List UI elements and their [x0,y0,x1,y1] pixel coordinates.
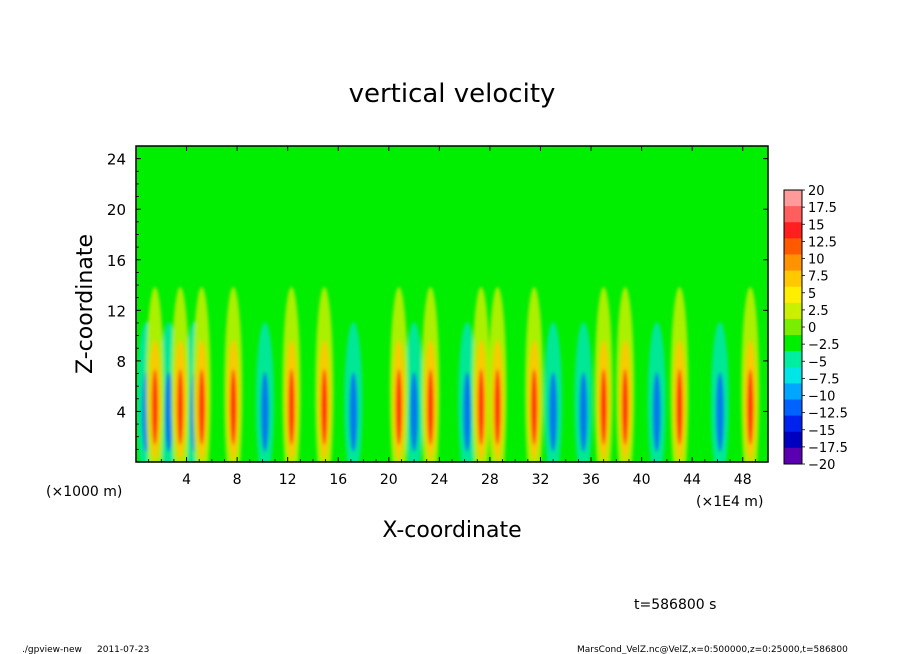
y-axis-label: Z-coordinate [73,234,98,374]
x-tick-label: 4 [182,472,191,488]
footer-date: 2011-07-23 [97,645,149,654]
colorbar-label: 12.5 [808,235,837,250]
x-tick-label: 20 [380,472,398,488]
x-tick-label: 48 [734,472,752,488]
updraft-core [321,369,328,445]
colorbar-swatch [784,383,802,401]
x-tick-label: 44 [683,472,701,488]
colorbar-swatch [784,351,802,368]
colorbar-label: −20 [808,458,835,473]
updraft-core [288,369,295,445]
colorbar-label: −10 [808,390,835,405]
colorbar-swatch [784,367,802,384]
y-tick-label: 20 [107,201,126,219]
colorbar-label: 20 [808,184,825,199]
downdraft-core [260,372,269,452]
updraft-core [531,369,538,445]
updraft-core [676,369,683,445]
colorbar-swatch [784,335,802,352]
downdraft-core [410,372,419,452]
updraft-core [622,369,629,445]
x-tick-label: 24 [430,472,448,488]
colorbar-swatch [784,254,802,272]
updraft-core [151,369,158,445]
x-axis: 4 8 12 16 20 24 28 32 36 40 44 48 [148,146,756,488]
y-tick-label: 8 [116,353,126,371]
downdraft-core [164,372,173,452]
time-annotation: t=586800 s [634,597,716,613]
updraft-core [177,369,184,445]
updraft-core [198,369,205,445]
x-axis-label: X-coordinate [382,518,521,543]
colorbar-swatch [784,415,802,433]
x-tick-label: 36 [582,472,600,488]
updraft-core [600,369,607,445]
colorbar-label: 2.5 [808,304,829,319]
colorbar-label: −17.5 [808,441,848,456]
footer-program: ./gpview-new [22,645,82,654]
colorbar-swatch [784,431,802,449]
colorbar-label: 0 [808,321,816,336]
colorbar-swatch [784,190,802,207]
x-axis-unit-right: (×1E4 m) [696,494,763,510]
downdraft-core [549,372,558,452]
colorbar-swatch [784,238,802,255]
colorbar-swatch [784,270,802,288]
colorbar-swatch [784,206,802,223]
downdraft-core [652,372,661,452]
updraft-core [395,369,402,445]
downdraft-core [349,372,358,452]
colorbar-label: −5 [808,355,827,370]
y-axis: 4 8 12 16 20 24 [107,151,768,450]
colorbar-swatch [784,399,802,417]
x-tick-label: 40 [633,472,651,488]
x-tick-label: 28 [481,472,499,488]
x-axis-unit-left: (×1000 m) [46,484,122,500]
colorbar-swatch [784,447,802,465]
colorbar-label: −12.5 [808,407,848,422]
colorbar-swatch [784,286,802,304]
downdraft-core [715,372,724,452]
colorbar-label: 7.5 [808,270,829,285]
updraft-core [427,369,434,445]
x-tick-label: 16 [329,472,347,488]
updraft-core [478,369,485,445]
colorbar: 20 17.5 15 12.5 10 7.5 5 2.5 0 −2.5 −5 −7.5 −10 −12.5… [783,184,848,473]
plot-area [136,146,768,462]
footer-source: MarsCond_VelZ.nc@VelZ,x=0:500000,z=0:250… [577,645,848,654]
downdraft-core [463,372,472,452]
x-tick-label: 32 [532,472,550,488]
x-tick-label: 12 [279,472,297,488]
x-tick-label: 8 [233,472,242,488]
colorbar-swatch [784,318,802,336]
y-tick-label: 4 [116,403,126,421]
updraft-core [230,369,237,445]
updraft-core [747,369,754,445]
updraft-core [494,369,501,445]
y-tick-label: 12 [107,302,126,320]
colorbar-label: 5 [808,287,816,302]
colorbar-label: −2.5 [808,338,840,353]
colorbar-label: −7.5 [808,372,840,387]
colorbar-swatch [784,222,802,239]
colorbar-label: 17.5 [808,201,837,216]
colorbar-label: 10 [808,253,825,268]
y-tick-label: 16 [107,252,126,270]
chart-title: vertical velocity [349,79,556,109]
downdraft-core [579,372,588,452]
colorbar-label: −15 [808,424,835,439]
colorbar-label: 15 [808,218,825,233]
colorbar-swatch [784,302,802,320]
y-tick-label: 24 [107,151,126,169]
